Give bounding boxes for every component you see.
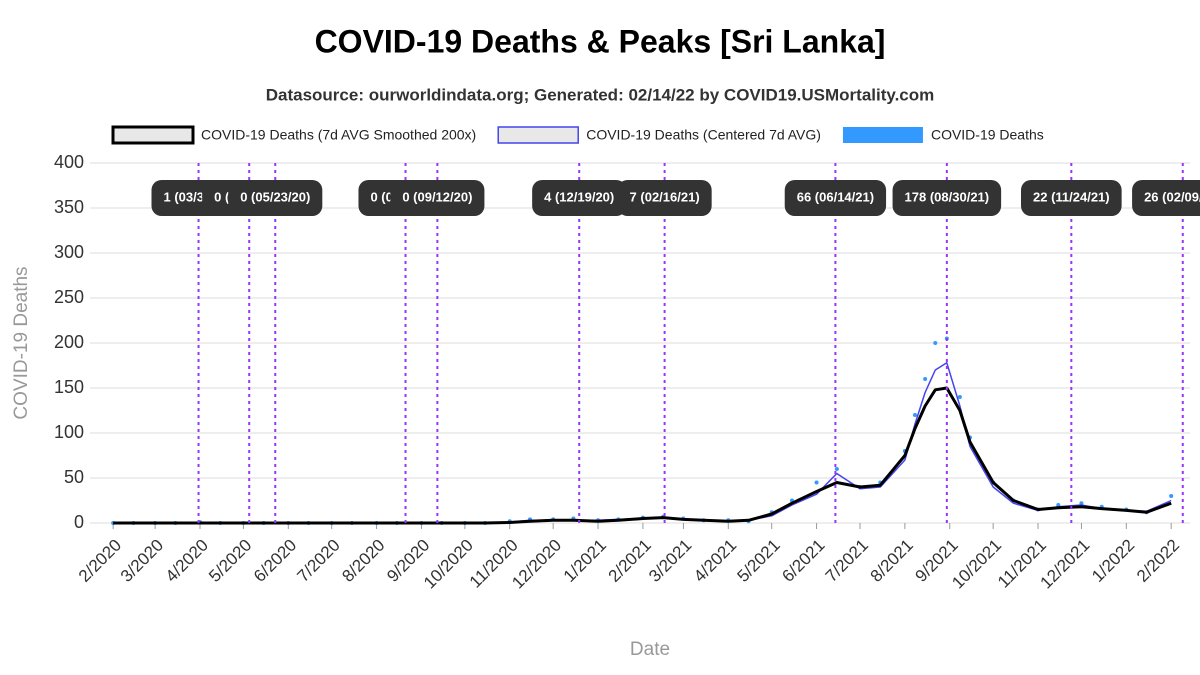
x-tick-label: 6/2020: [250, 536, 300, 586]
legend-label: COVID-19 Deaths: [931, 127, 1044, 143]
peak-label-box: [1132, 180, 1200, 216]
x-tick-label: 7/2020: [294, 536, 344, 586]
peak-label-box: [390, 180, 485, 216]
data-point: [913, 413, 917, 417]
data-point: [814, 480, 819, 485]
peak-label: 22 (11/24/21): [1033, 189, 1110, 204]
legend-swatch: [842, 127, 923, 143]
y-tick-label: 200: [54, 332, 84, 352]
peak-label: 66 (06/14/21): [797, 189, 874, 204]
peak-label-box: [532, 180, 627, 216]
x-tick-label: 5/2021: [734, 536, 784, 586]
legend-swatch: [497, 126, 579, 144]
y-tick-label: 0: [74, 512, 84, 532]
x-tick-label: 1/2022: [1088, 536, 1138, 586]
data-point: [933, 341, 938, 345]
peak-label-box: [228, 180, 323, 216]
data-point: [834, 467, 839, 471]
legend-label: COVID-19 Deaths (7d AVG Smoothed 200x): [201, 127, 476, 143]
x-tick-label: 2/2020: [75, 536, 125, 586]
x-tick-label: 2/2021: [605, 536, 655, 586]
peak-label-box: [784, 180, 887, 216]
x-tick-label: 8/2020: [338, 536, 388, 586]
peak-label: 0 (05/23/20): [240, 189, 310, 204]
x-tick-label: 3/2020: [117, 536, 167, 586]
y-tick-label: 300: [54, 242, 84, 262]
peak-label: 26 (02/09/22): [1144, 189, 1200, 204]
y-tick-label: 350: [54, 197, 84, 217]
peak-label: 0 (09/12/20): [402, 189, 472, 204]
x-tick-label: 8/2021: [867, 536, 917, 586]
x-axis-label: Date: [630, 639, 670, 660]
chart-title: COVID-19 Deaths & Peaks [Sri Lanka]: [315, 23, 886, 59]
peak-label: 4 (12/19/20): [544, 189, 614, 204]
chart-subtitle: Datasource: ourworldindata.org; Generate…: [266, 85, 935, 104]
peak-label: 178 (08/30/21): [905, 189, 990, 204]
data-point: [1079, 501, 1084, 506]
data-point: [923, 377, 928, 381]
y-tick-label: 400: [54, 152, 84, 172]
x-tick-label: 2/2022: [1133, 536, 1183, 586]
x-tick-label: 4/2020: [162, 536, 212, 586]
x-tick-label: 3/2021: [645, 536, 695, 586]
legend-swatch: [111, 125, 195, 145]
x-tick-label: 5/2020: [205, 536, 255, 586]
y-tick-label: 50: [64, 467, 84, 487]
y-tick-label: 150: [54, 377, 84, 397]
y-tick-label: 100: [54, 422, 84, 442]
data-point: [1169, 494, 1174, 498]
x-tick-label: 6/2021: [778, 536, 828, 586]
peak-label-box: [892, 180, 1002, 216]
x-tick-label: 7/2021: [822, 536, 872, 586]
peak-label: 7 (02/16/21): [630, 189, 700, 204]
x-tick-label: 4/2021: [690, 536, 740, 586]
peak-label-box: [1021, 180, 1122, 216]
y-axis-label: COVID-19 Deaths: [11, 266, 32, 419]
legend-label: COVID-19 Deaths (Centered 7d AVG): [586, 127, 821, 143]
peak-label-box: [617, 180, 712, 216]
series-line: [113, 386, 1172, 525]
x-tick-label: 1/2021: [560, 536, 610, 586]
data-point: [957, 395, 962, 399]
y-tick-label: 250: [54, 287, 84, 307]
